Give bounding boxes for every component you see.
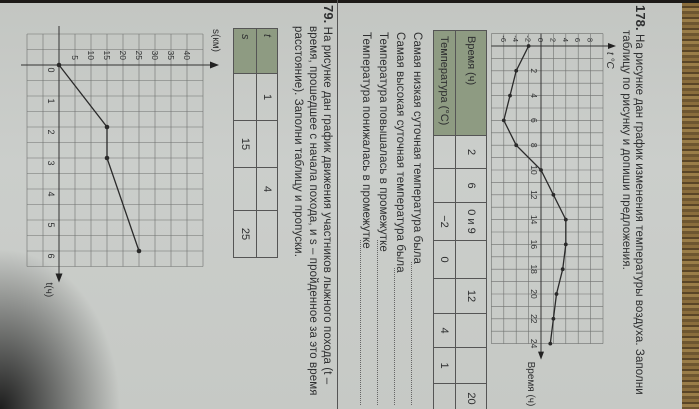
temperature-chart: Время (ч)t °C2468101214161820222486420-2… [491,33,616,407]
data-point [563,242,568,247]
data-point [104,124,110,130]
x-tick-label: 14 [529,215,539,225]
x-axis-arrow [55,273,63,283]
data-point [548,341,553,346]
x-tick-label: 24 [529,339,539,349]
data-point [551,316,556,321]
x-tick-label: 8 [529,143,539,148]
x-tick-label: 12 [529,190,539,200]
y-tick-label: 20 [118,51,128,61]
y-axis-label: s(км) [210,29,221,52]
x-tick-label: 4 [46,191,56,196]
data-point [136,248,142,254]
y-tick-label: -4 [511,35,520,42]
y-tick-label: 25 [134,51,144,61]
y-axis-label: t °C [604,52,615,70]
y-tick-label: 2 [548,38,557,42]
x-tick-label: 4 [529,93,539,98]
data-point [501,118,506,123]
x-tick-label: 22 [529,314,539,324]
data-point [514,143,519,148]
x-tick-label: 6 [529,118,539,123]
x-axis-label: t(ч) [43,283,54,298]
data-point [56,62,62,68]
y-axis-arrow [608,43,616,49]
x-tick-label: 18 [529,264,539,274]
x-tick-label: 1 [46,98,56,103]
data-point [551,192,556,197]
x-tick-label: 16 [529,240,539,250]
distance-chart: t(ч) s(км) 0 1 2 3 4 5 6 40 35 30 25 20 15 10 5 [21,26,221,297]
x-tick-label: 2 [46,129,56,134]
y-tick-label: 4 [561,38,570,42]
y-tick-label: -2 [524,35,533,42]
y-tick-label: 35 [166,51,176,61]
data-point [560,267,565,272]
x-tick-label: 5 [46,222,56,227]
x-axis-label: Время (ч) [525,362,536,407]
y-tick-label: -6 [499,35,508,42]
y-tick-label: 8 [586,38,595,42]
y-tick-label: 5 [70,55,80,60]
data-point [514,68,519,73]
data-point [539,168,543,172]
data-point [104,155,110,161]
data-point [563,217,568,222]
data-point [554,292,559,296]
x-tick-label: 0 [46,67,56,72]
x-tick-label: 3 [46,160,56,165]
x-tick-label: 10 [529,165,539,175]
y-tick-label: 30 [150,51,160,61]
y-tick-label: 0 [536,38,545,42]
x-axis-arrow [538,351,544,360]
data-point [508,93,512,98]
data-point [526,44,531,48]
x-tick-label: 2 [529,68,539,73]
y-axis-arrow [210,61,219,69]
y-tick-label: 40 [182,51,192,61]
distance-line [58,64,140,252]
y-tick-label: 15 [102,51,112,61]
x-tick-label: 20 [529,289,539,299]
y-tick-label: 6 [573,38,582,42]
y-tick-label: 10 [86,51,96,61]
x-tick-label: 6 [46,253,56,258]
